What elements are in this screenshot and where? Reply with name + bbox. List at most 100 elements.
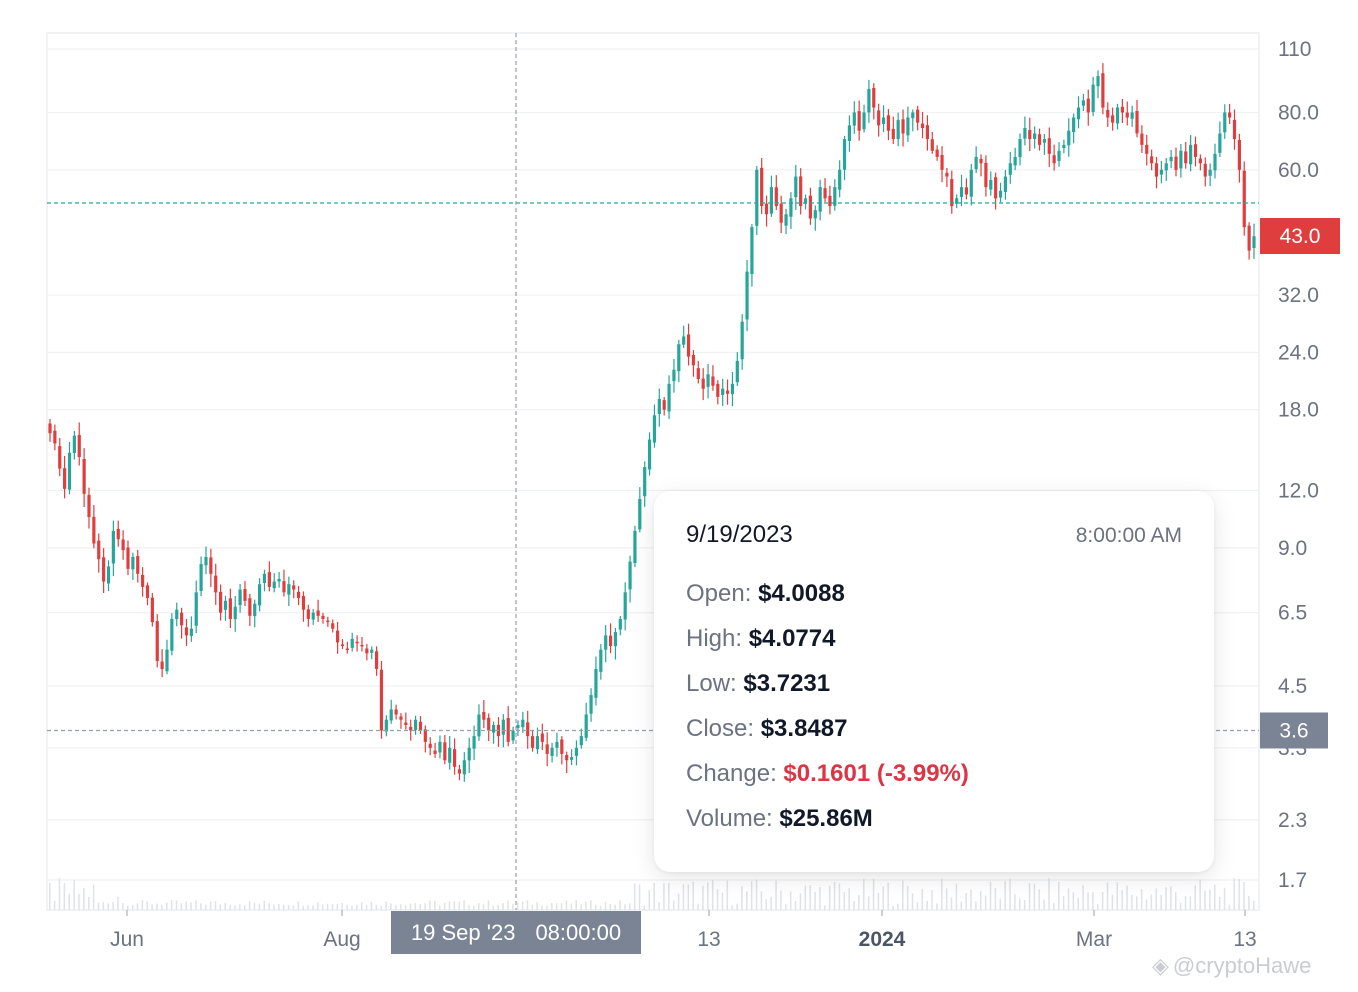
candle-body <box>428 743 432 748</box>
candle-body <box>560 739 564 754</box>
tooltip-close-row: Close: $3.8487 <box>686 706 1182 751</box>
candle-body <box>803 198 808 204</box>
candle-body <box>1057 150 1061 161</box>
candle-body <box>331 623 335 629</box>
candle-body <box>657 398 661 414</box>
candle-body <box>204 556 208 566</box>
candle-body <box>964 187 969 195</box>
volume-bar <box>980 891 982 910</box>
volume-bar <box>897 903 899 910</box>
candle-body <box>409 726 413 731</box>
candle-body <box>662 400 666 410</box>
volume-bar <box>1116 882 1119 910</box>
volume-bar <box>175 900 178 910</box>
volume-bar <box>346 904 348 910</box>
volume-bar <box>867 896 870 910</box>
volume-bar <box>477 903 480 910</box>
volume-bar <box>877 892 880 910</box>
candle-body <box>721 388 725 395</box>
candle-body <box>974 156 978 170</box>
volume-bar <box>965 892 967 910</box>
volume-bar <box>1170 886 1172 910</box>
candle-body <box>92 516 96 544</box>
volume-bar <box>161 904 163 910</box>
candle-body <box>701 378 705 389</box>
candle-body <box>969 169 973 197</box>
candle-body <box>1252 236 1256 248</box>
candle-body <box>789 198 793 217</box>
volume-bar <box>887 882 889 910</box>
volume-bar <box>663 883 665 910</box>
candle-body <box>526 722 530 737</box>
candle-body <box>784 214 788 226</box>
candle-body <box>857 111 861 131</box>
candle-body <box>579 736 583 746</box>
volume-bar <box>707 882 709 910</box>
candle-body <box>774 187 778 207</box>
volume-bar <box>799 893 802 910</box>
volume-bar <box>468 905 470 910</box>
candle-body <box>1189 144 1193 165</box>
candle-body <box>321 615 325 619</box>
volume-bar <box>1014 894 1016 910</box>
candle-body <box>833 187 837 206</box>
candle-body <box>842 139 847 170</box>
volume-bar <box>122 903 124 910</box>
volume-bar <box>560 903 563 910</box>
volume-bar <box>1223 887 1226 910</box>
candle-body <box>413 719 418 730</box>
volume-bar <box>1136 896 1138 910</box>
volume-bar <box>49 883 51 910</box>
y-tick-label: 4.5 <box>1278 675 1307 698</box>
volume-bar <box>960 901 963 910</box>
plot-frame <box>46 32 1260 911</box>
y-tick-label: 32.0 <box>1278 284 1319 307</box>
volume-bar <box>229 905 231 910</box>
volume-bar <box>443 902 446 910</box>
volume-bar <box>1058 881 1060 910</box>
x-tick-label: 13 <box>1233 928 1256 951</box>
volume-bar <box>955 883 958 910</box>
volume-bar <box>263 900 265 910</box>
volume-bar <box>317 902 319 910</box>
candle-body <box>233 606 237 620</box>
volume-bar <box>1087 892 1089 910</box>
volume-bar <box>414 903 417 910</box>
candle-body <box>1125 112 1129 118</box>
candle-body <box>326 620 330 623</box>
candle-body <box>462 760 466 775</box>
volume-bar <box>78 893 80 910</box>
volume-bar <box>83 887 85 910</box>
candle-body <box>994 177 998 199</box>
candle-body <box>691 354 696 366</box>
volume-bar <box>512 903 514 910</box>
candle-body <box>116 529 120 540</box>
candle-body <box>175 609 179 619</box>
volume-bar <box>785 903 787 910</box>
volume-bar <box>516 902 519 910</box>
volume-bar <box>287 904 290 910</box>
volume-bar <box>360 902 363 910</box>
candle-body <box>1174 156 1178 170</box>
volume-bar <box>736 903 738 910</box>
volume-bar <box>604 901 607 910</box>
candle-body <box>1028 129 1032 140</box>
volume-bar <box>399 904 402 910</box>
volume-bar <box>750 881 753 910</box>
y-tick-label: 6.5 <box>1278 602 1307 625</box>
crosshair-price-tag <box>1260 712 1328 749</box>
volume-bar <box>1111 894 1114 910</box>
candle-body <box>399 716 403 720</box>
volume-bar <box>906 885 909 910</box>
volume-bar <box>1077 897 1080 910</box>
candle-body <box>433 750 437 754</box>
candle-body <box>262 573 267 584</box>
candle-body <box>340 644 345 647</box>
volume-bar <box>58 878 61 910</box>
volume-bar <box>1209 889 1211 910</box>
volume-bar <box>838 883 841 910</box>
ohlc-tooltip: 9/19/2023 8:00:00 AM Open: $4.0088 High:… <box>654 491 1214 872</box>
candle-body <box>1037 134 1042 145</box>
